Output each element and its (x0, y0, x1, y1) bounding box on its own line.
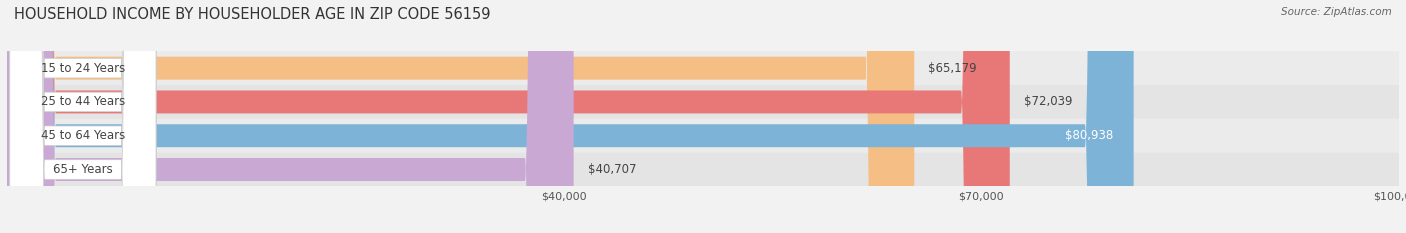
FancyBboxPatch shape (7, 0, 914, 233)
FancyBboxPatch shape (7, 0, 1010, 233)
FancyBboxPatch shape (7, 85, 1399, 119)
Text: $80,938: $80,938 (1064, 129, 1112, 142)
FancyBboxPatch shape (7, 0, 574, 233)
FancyBboxPatch shape (10, 0, 156, 233)
Text: 25 to 44 Years: 25 to 44 Years (41, 96, 125, 108)
FancyBboxPatch shape (7, 119, 1399, 153)
Text: 15 to 24 Years: 15 to 24 Years (41, 62, 125, 75)
FancyBboxPatch shape (7, 51, 1399, 85)
Text: HOUSEHOLD INCOME BY HOUSEHOLDER AGE IN ZIP CODE 56159: HOUSEHOLD INCOME BY HOUSEHOLDER AGE IN Z… (14, 7, 491, 22)
FancyBboxPatch shape (7, 0, 1133, 233)
Text: $65,179: $65,179 (928, 62, 977, 75)
Text: $40,707: $40,707 (588, 163, 636, 176)
Text: Source: ZipAtlas.com: Source: ZipAtlas.com (1281, 7, 1392, 17)
Text: 45 to 64 Years: 45 to 64 Years (41, 129, 125, 142)
FancyBboxPatch shape (10, 0, 156, 233)
FancyBboxPatch shape (10, 0, 156, 233)
Text: 65+ Years: 65+ Years (53, 163, 112, 176)
FancyBboxPatch shape (10, 0, 156, 233)
Text: $72,039: $72,039 (1024, 96, 1073, 108)
FancyBboxPatch shape (7, 153, 1399, 186)
